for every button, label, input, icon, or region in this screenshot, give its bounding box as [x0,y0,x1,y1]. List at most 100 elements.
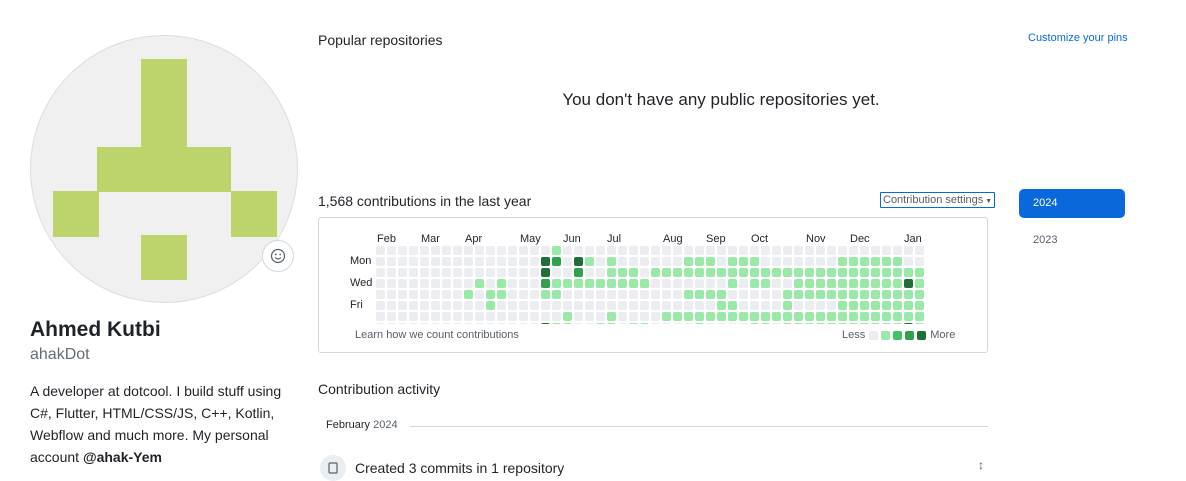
contribution-day-cell[interactable] [442,257,451,266]
contribution-day-cell[interactable] [618,268,627,277]
contribution-day-cell[interactable] [431,268,440,277]
contribution-day-cell[interactable] [574,279,583,288]
contribution-day-cell[interactable] [398,268,407,277]
contribution-day-cell[interactable] [915,323,924,324]
contribution-day-cell[interactable] [717,268,726,277]
contribution-day-cell[interactable] [640,323,649,324]
contribution-day-cell[interactable] [497,279,506,288]
contribution-day-cell[interactable] [519,246,528,255]
contribution-day-cell[interactable] [464,268,473,277]
contribution-day-cell[interactable] [772,246,781,255]
contribution-day-cell[interactable] [398,246,407,255]
contribution-day-cell[interactable] [629,268,638,277]
contribution-day-cell[interactable] [816,323,825,324]
contribution-day-cell[interactable] [717,323,726,324]
contribution-day-cell[interactable] [816,257,825,266]
contribution-day-cell[interactable] [860,246,869,255]
year-button[interactable]: 2023 [1033,234,1058,246]
contribution-day-cell[interactable] [596,246,605,255]
contribution-day-cell[interactable] [464,246,473,255]
contribution-day-cell[interactable] [706,246,715,255]
contribution-day-cell[interactable] [739,290,748,299]
contribution-day-cell[interactable] [728,257,737,266]
contribution-day-cell[interactable] [915,312,924,321]
set-status-button[interactable] [262,240,294,272]
contribution-day-cell[interactable] [706,323,715,324]
contribution-day-cell[interactable] [849,290,858,299]
contribution-day-cell[interactable] [838,257,847,266]
contribution-day-cell[interactable] [706,290,715,299]
contribution-day-cell[interactable] [585,246,594,255]
contribution-day-cell[interactable] [574,257,583,266]
contribution-day-cell[interactable] [519,257,528,266]
contribution-day-cell[interactable] [541,268,550,277]
contribution-day-cell[interactable] [497,268,506,277]
contribution-day-cell[interactable] [574,301,583,310]
contribution-day-cell[interactable] [915,246,924,255]
contribution-day-cell[interactable] [805,301,814,310]
contribution-day-cell[interactable] [893,323,902,324]
contribution-day-cell[interactable] [420,279,429,288]
contribution-day-cell[interactable] [761,301,770,310]
contribution-day-cell[interactable] [442,312,451,321]
contribution-day-cell[interactable] [563,323,572,324]
contribution-day-cell[interactable] [706,268,715,277]
contribution-day-cell[interactable] [497,323,506,324]
contribution-day-cell[interactable] [772,312,781,321]
contribution-day-cell[interactable] [904,323,913,324]
contribution-day-cell[interactable] [607,290,616,299]
contribution-day-cell[interactable] [684,279,693,288]
contribution-day-cell[interactable] [563,301,572,310]
contribution-day-cell[interactable] [629,257,638,266]
contribution-day-cell[interactable] [882,312,891,321]
contribution-day-cell[interactable] [563,257,572,266]
contribution-day-cell[interactable] [651,290,660,299]
contribution-day-cell[interactable] [893,301,902,310]
contribution-day-cell[interactable] [497,246,506,255]
contribution-day-cell[interactable] [420,312,429,321]
contribution-day-cell[interactable] [739,279,748,288]
contribution-day-cell[interactable] [497,301,506,310]
contribution-day-cell[interactable] [860,323,869,324]
contribution-day-cell[interactable] [464,301,473,310]
year-button-active[interactable]: 2024 [1019,189,1125,218]
contribution-day-cell[interactable] [552,257,561,266]
contribution-day-cell[interactable] [508,290,517,299]
contribution-day-cell[interactable] [618,257,627,266]
contribution-day-cell[interactable] [431,323,440,324]
contribution-day-cell[interactable] [805,312,814,321]
contribution-day-cell[interactable] [651,323,660,324]
contribution-day-cell[interactable] [420,268,429,277]
contribution-day-cell[interactable] [475,246,484,255]
contribution-day-cell[interactable] [805,257,814,266]
contribution-day-cell[interactable] [728,290,737,299]
contribution-day-cell[interactable] [629,323,638,324]
contribution-day-cell[interactable] [376,268,385,277]
contribution-day-cell[interactable] [728,279,737,288]
contribution-day-cell[interactable] [552,290,561,299]
contribution-day-cell[interactable] [915,290,924,299]
contribution-day-cell[interactable] [420,246,429,255]
contribution-day-cell[interactable] [871,290,880,299]
contribution-day-cell[interactable] [453,301,462,310]
contribution-day-cell[interactable] [761,246,770,255]
contribution-day-cell[interactable] [761,312,770,321]
contribution-day-cell[interactable] [585,301,594,310]
contribution-day-cell[interactable] [640,268,649,277]
contribution-day-cell[interactable] [541,312,550,321]
contribution-day-cell[interactable] [805,246,814,255]
contribution-day-cell[interactable] [838,301,847,310]
contribution-day-cell[interactable] [882,257,891,266]
contribution-day-cell[interactable] [530,290,539,299]
contribution-day-cell[interactable] [563,279,572,288]
contribution-day-cell[interactable] [552,323,561,324]
contribution-day-cell[interactable] [409,279,418,288]
contribution-day-cell[interactable] [827,290,836,299]
contribution-day-cell[interactable] [794,257,803,266]
contribution-day-cell[interactable] [574,268,583,277]
contribution-day-cell[interactable] [618,290,627,299]
contribution-day-cell[interactable] [651,268,660,277]
contribution-day-cell[interactable] [772,323,781,324]
contribution-day-cell[interactable] [640,279,649,288]
contribution-day-cell[interactable] [794,323,803,324]
